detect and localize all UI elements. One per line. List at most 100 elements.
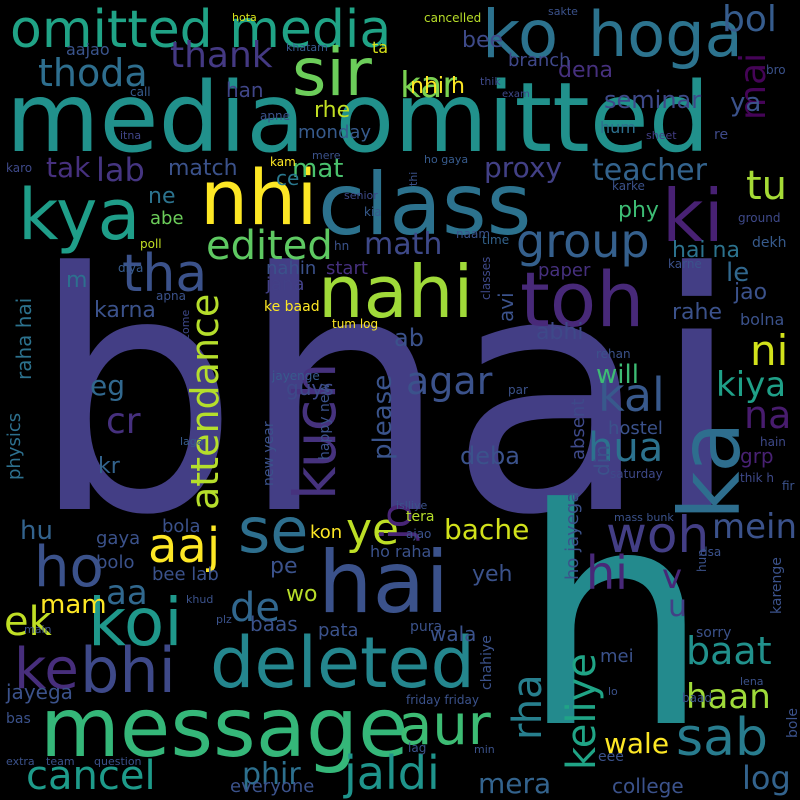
- word-diya: diya: [118, 261, 144, 275]
- word-khud: khud: [186, 593, 214, 606]
- word-par: par: [508, 383, 528, 397]
- word-cancelled: cancelled: [424, 11, 482, 25]
- word-ground: ground: [738, 211, 781, 225]
- word-ab: ab: [394, 324, 424, 352]
- word-hoga: hoga: [588, 0, 743, 71]
- word-sakte: sakte: [548, 5, 578, 18]
- word-aaj: aaj: [148, 518, 221, 574]
- word-jao: jao: [734, 280, 768, 305]
- word-cancel: cancel: [26, 753, 156, 799]
- word-monday: monday: [298, 122, 372, 143]
- word-ye: ye: [346, 504, 400, 555]
- word-group: group: [516, 214, 650, 268]
- word-thik: thik: [480, 75, 501, 88]
- word-ya: ya: [730, 88, 762, 118]
- word-nahin: nahin: [266, 258, 317, 279]
- word-laga: laga: [180, 435, 204, 448]
- word-m: m: [66, 268, 88, 293]
- word-phy: phy: [618, 198, 659, 223]
- word-na: na: [744, 393, 792, 437]
- word-sheet: sheet: [646, 129, 677, 142]
- word-saturday: saturday: [610, 467, 663, 481]
- word-math: math: [364, 227, 443, 262]
- word-rehan: rehan: [596, 347, 631, 361]
- word-tha: tha: [122, 244, 208, 304]
- word-mei: mei: [600, 646, 634, 667]
- word-hai-na: hai na: [672, 238, 740, 263]
- word-kon: kon: [310, 522, 343, 543]
- word-ki: ki: [662, 174, 724, 258]
- word-toh: toh: [520, 255, 645, 344]
- word-bole: bole: [785, 708, 800, 738]
- word-jaldi: jaldi: [344, 746, 440, 800]
- word-mat: mat: [292, 154, 344, 184]
- word-log: log: [742, 759, 791, 797]
- word-kal: kal: [598, 368, 665, 422]
- word-class: class: [318, 155, 532, 255]
- word-everyone: everyone: [230, 776, 315, 797]
- word-ko: ko: [482, 0, 559, 73]
- word-din: din: [590, 445, 614, 476]
- word-karke: karke: [612, 179, 645, 193]
- word-paper: paper: [538, 260, 591, 281]
- word-baas: baas: [250, 612, 298, 636]
- word-edited: edited: [206, 223, 333, 269]
- word-bolna: bolna: [740, 310, 785, 329]
- word-tu: tu: [746, 163, 788, 209]
- word-apne: apne: [260, 109, 290, 123]
- word-abhi: abhi: [536, 320, 584, 345]
- word-h: h: [520, 445, 711, 794]
- word-ho-gaya: ho gaya: [424, 153, 469, 166]
- word-happy-new: happy new: [317, 383, 333, 460]
- word-hai: hai: [318, 533, 450, 633]
- word-phir: phir: [242, 757, 301, 792]
- word-pata: pata: [318, 620, 359, 641]
- word-sorry: sorry: [696, 625, 732, 641]
- word-mere: mere: [312, 149, 341, 162]
- word-v: v: [662, 557, 683, 597]
- word-aajao: aajao: [66, 40, 110, 59]
- word-media-omitted: media omitted: [6, 62, 710, 174]
- word-guys: guys: [286, 376, 334, 400]
- word-jayega: jayega: [6, 680, 73, 704]
- word-bache: bache: [444, 513, 530, 546]
- word-woh: woh: [606, 506, 710, 564]
- word-wala: wala: [430, 622, 477, 646]
- word-bee-lab: bee lab: [152, 564, 219, 585]
- word-de: de: [230, 585, 280, 631]
- word-gaya: gaya: [96, 528, 141, 549]
- word-jayenge: jayenge: [272, 369, 320, 383]
- word-pe: pe: [270, 554, 298, 579]
- word-hu: hu: [20, 516, 53, 546]
- word-pura: pura: [410, 619, 443, 635]
- word-karo: karo: [6, 161, 33, 175]
- word-ne: ne: [148, 184, 176, 209]
- word-ce: ce: [276, 166, 300, 190]
- word-han: han: [226, 78, 264, 102]
- word-baat: baat: [686, 629, 772, 673]
- word-college: college: [612, 774, 684, 798]
- word-thank: thank: [170, 35, 273, 76]
- word-grp: grp: [740, 444, 774, 468]
- word-ho: ho: [34, 535, 104, 600]
- word-sab: sab: [676, 708, 768, 768]
- word-koi: koi: [88, 584, 183, 661]
- word-mass-bunk: mass bunk: [614, 511, 674, 524]
- word-abe: abe: [150, 208, 184, 229]
- word-ho-jayega: ho jayega: [562, 491, 583, 580]
- word-mera: mera: [478, 767, 552, 800]
- word-teacher: teacher: [592, 153, 707, 188]
- word-ho-raha: ho raha: [370, 542, 432, 561]
- word-friday-friday: friday friday: [406, 693, 479, 707]
- word-ta: ta: [372, 38, 389, 57]
- word-thi: thi: [407, 171, 420, 186]
- word-yeh: yeh: [472, 562, 513, 587]
- word-classes: classes: [479, 256, 493, 300]
- word-dena: dena: [558, 58, 613, 83]
- word-hua: hua: [588, 425, 664, 471]
- word-extra: extra: [6, 755, 35, 768]
- word-physics: physics: [4, 412, 25, 480]
- word-exam: exam: [502, 89, 530, 100]
- word-bas: bas: [6, 711, 31, 727]
- word-khatam: khatam: [286, 41, 328, 54]
